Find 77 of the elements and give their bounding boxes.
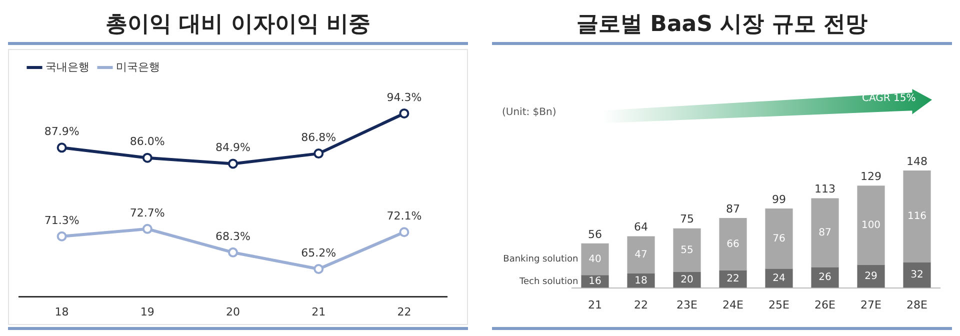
- legend-label: 미국은행: [116, 60, 160, 74]
- bar: [903, 170, 931, 262]
- point: [228, 247, 238, 258]
- data-label: 72.7%: [130, 206, 165, 220]
- data-label: 18: [634, 275, 648, 286]
- data-label: 66: [726, 238, 740, 250]
- bar: [811, 198, 839, 268]
- point: [56, 142, 67, 153]
- bar: [811, 267, 839, 288]
- bar: [903, 262, 931, 288]
- bar: [857, 264, 885, 288]
- bar: [857, 186, 885, 265]
- x-tick-label: 25E: [768, 298, 790, 312]
- total-label: 56: [588, 228, 602, 241]
- data-label: 65.2%: [301, 246, 336, 260]
- x-tick-label: 22: [397, 305, 412, 318]
- data-label: 87: [818, 227, 832, 238]
- bar: [719, 270, 747, 288]
- bar: [719, 218, 747, 270]
- data-label: 94.3%: [386, 90, 422, 104]
- data-label: 22: [726, 274, 740, 285]
- text: (Unit: $Bn): [502, 107, 556, 118]
- x-tick-label: 21: [312, 305, 326, 318]
- chart-title: 총이익 대비 이자이익 비중: [8, 8, 468, 45]
- point: [314, 148, 324, 159]
- total-label: 148: [906, 154, 928, 168]
- total-label: 99: [772, 192, 786, 206]
- data-label: 47: [634, 250, 648, 261]
- x-tick-label: 23E: [676, 298, 698, 312]
- total-label: 87: [726, 202, 740, 216]
- data-label: 26: [818, 272, 832, 284]
- point: [142, 224, 152, 234]
- data-label: 20: [680, 274, 694, 286]
- bar: [581, 243, 609, 276]
- bar: [673, 228, 701, 272]
- total-label: 129: [860, 170, 882, 183]
- x-tick-label: 18: [54, 305, 69, 318]
- point: [314, 264, 324, 274]
- x-tick-label: 27E: [860, 298, 882, 312]
- legend-label: 국내은행: [46, 60, 90, 74]
- data-label: 72.1%: [386, 209, 422, 222]
- bar: [627, 236, 655, 274]
- series-label: Tech solution: [518, 276, 578, 287]
- total-label: 64: [634, 220, 648, 234]
- data-label: 100: [861, 220, 881, 231]
- data-label: 24: [772, 272, 786, 284]
- data-label: 86.8%: [301, 130, 336, 144]
- bar: [765, 268, 793, 288]
- total-label: 113: [814, 182, 836, 196]
- point: [228, 158, 238, 169]
- data-label: 40: [588, 254, 602, 265]
- data-label: 87.9%: [44, 125, 80, 138]
- chart-title: 글로벌 BaaS 시장 규모 전망: [492, 8, 952, 45]
- data-label: 116: [907, 211, 927, 222]
- data-label: 71.3%: [44, 214, 80, 227]
- x-tick-label: 22: [634, 298, 648, 312]
- x-tick-label: 28E: [906, 298, 928, 312]
- x-tick-label: 26E: [814, 298, 836, 312]
- point: [399, 227, 410, 238]
- data-label: 32: [910, 270, 924, 281]
- data-label: 76: [772, 233, 786, 244]
- point: [56, 231, 67, 242]
- total-label: 75: [680, 212, 694, 226]
- x-tick-label: 20: [226, 305, 240, 318]
- x-tick-label: 19: [140, 305, 154, 318]
- data-label: 84.9%: [216, 141, 250, 154]
- data-label: 16: [588, 276, 602, 288]
- bar: [765, 208, 793, 269]
- data-label: 86.0%: [130, 135, 165, 148]
- series-label: Banking solution: [503, 254, 578, 265]
- data-label: 29: [864, 270, 878, 282]
- data-label: 68.3%: [216, 230, 250, 243]
- x-tick-label: 24E: [722, 298, 744, 312]
- point: [142, 152, 152, 163]
- x-tick-label: 21: [588, 298, 602, 312]
- point: [399, 108, 410, 118]
- data-label: 55: [680, 244, 694, 256]
